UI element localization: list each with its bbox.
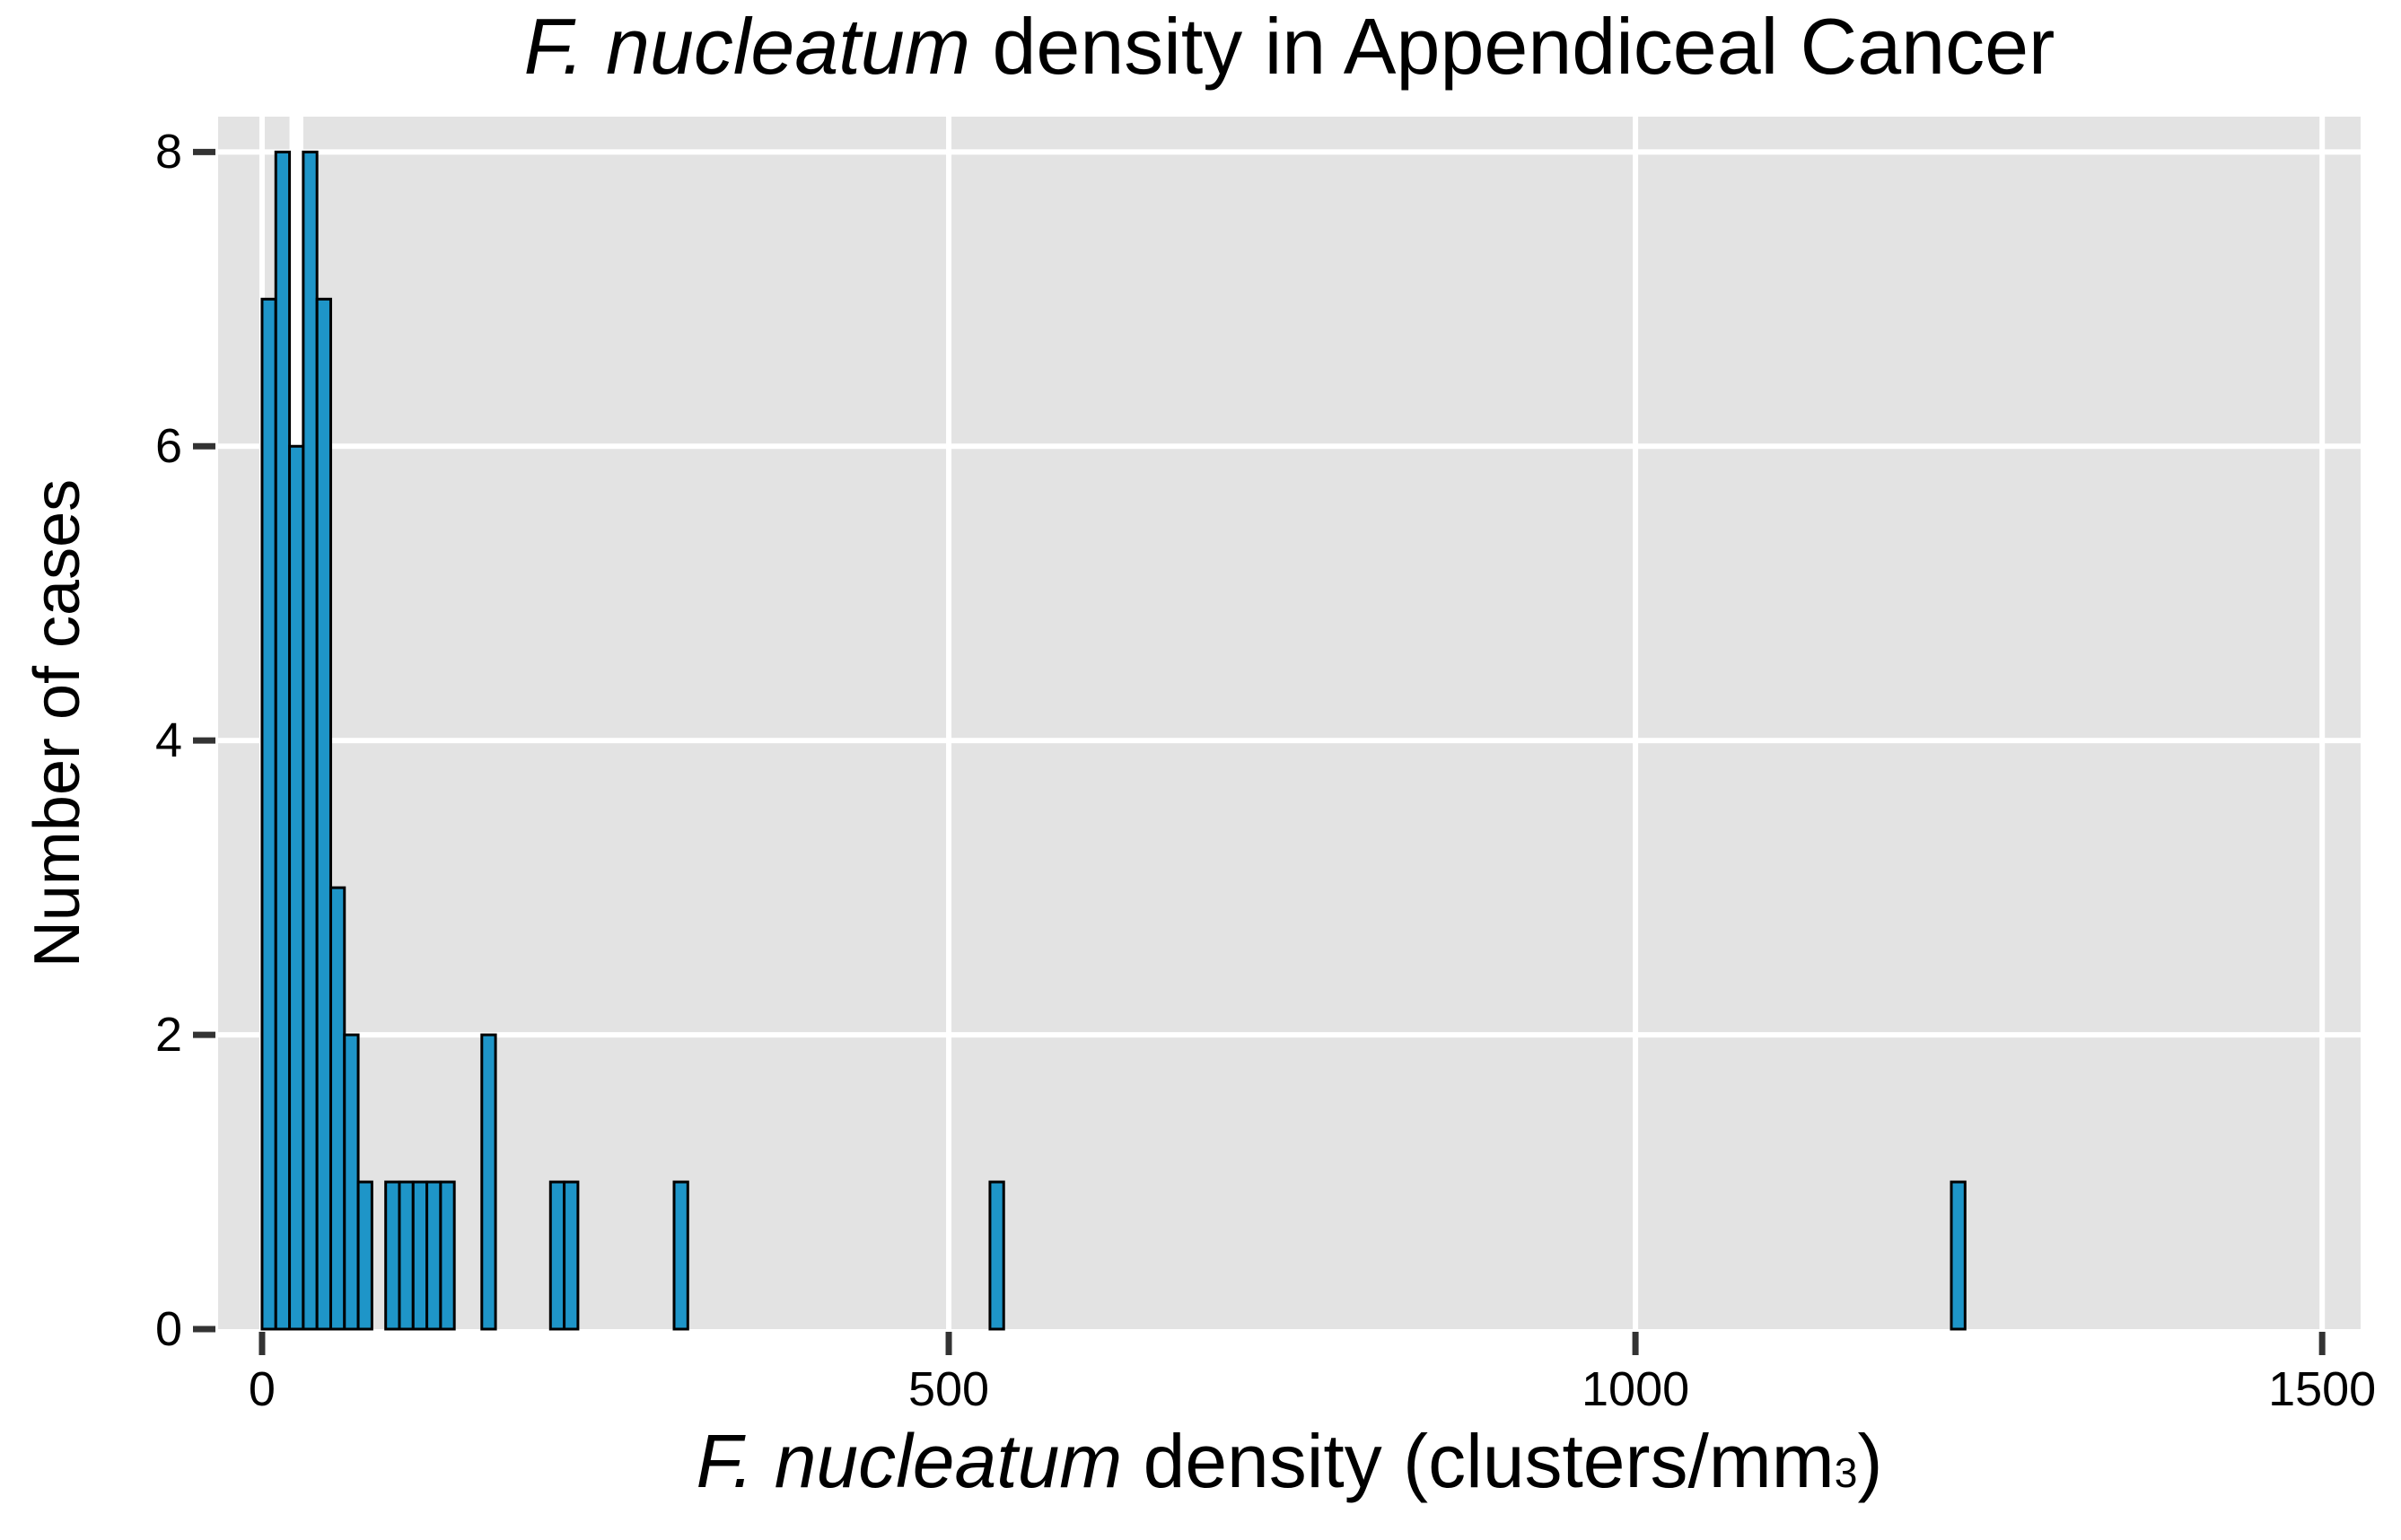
plot-panel-background bbox=[218, 117, 2361, 1329]
y-tick-label-6: 6 bbox=[154, 419, 182, 474]
y-tick-label-2: 2 bbox=[154, 1008, 182, 1063]
x-tick-label-0: 0 bbox=[248, 1362, 276, 1416]
y-axis-title: Number of cases bbox=[21, 479, 94, 967]
horizontal-gridline-y6 bbox=[218, 443, 2361, 450]
chart-title: F. nucleatum density in Appendiceal Canc… bbox=[218, 7, 2361, 86]
horizontal-gridline-y8 bbox=[218, 149, 2361, 155]
histogram-bar-x40 bbox=[315, 297, 332, 1331]
horizontal-gridline-y4 bbox=[218, 738, 2361, 744]
y-axis-title-text: Number of cases bbox=[22, 478, 93, 968]
histogram-bar-x20 bbox=[288, 444, 305, 1331]
x-axis-title-rest: density (clusters/mm bbox=[1122, 1419, 1835, 1503]
histogram-bar-x160 bbox=[480, 1033, 497, 1331]
histogram-bar-x110 bbox=[411, 1180, 429, 1331]
histogram-bar-x30 bbox=[302, 150, 319, 1331]
histogram-bar-x130 bbox=[439, 1180, 456, 1331]
x-tick-label-1000: 1000 bbox=[1582, 1362, 1690, 1416]
histogram-bar-x300 bbox=[672, 1180, 689, 1331]
y-tick-label-0: 0 bbox=[154, 1302, 182, 1356]
horizontal-gridline-y2 bbox=[218, 1032, 2361, 1038]
histogram-bar-x50 bbox=[329, 886, 346, 1331]
x-axis-title-superscript: 3 bbox=[1834, 1449, 1858, 1496]
x-axis-title-close-paren: ) bbox=[1857, 1419, 1883, 1503]
vertical-gridline-x500 bbox=[946, 117, 952, 1329]
histogram-bar-x120 bbox=[425, 1180, 443, 1331]
histogram-bar-x530 bbox=[988, 1180, 1005, 1331]
histogram-bar-x10 bbox=[274, 150, 292, 1331]
x-tick-label-500: 500 bbox=[907, 1362, 990, 1416]
y-tick-label-4: 4 bbox=[154, 713, 182, 768]
vertical-gridline-x1000 bbox=[1633, 117, 1639, 1329]
histogram-bar-x220 bbox=[563, 1180, 580, 1331]
histogram-bar-x0 bbox=[260, 297, 277, 1331]
histogram-bar-x210 bbox=[548, 1180, 566, 1331]
x-axis-title-italic-part: F. nucleatum bbox=[696, 1419, 1123, 1503]
histogram-bar-x90 bbox=[384, 1180, 401, 1331]
chart-title-rest: density in Appendiceal Cancer bbox=[970, 2, 2055, 91]
histogram-bar-x1230 bbox=[1950, 1180, 1967, 1331]
histogram-bar-x70 bbox=[356, 1180, 373, 1331]
vertical-gridline-x1500 bbox=[2319, 117, 2326, 1329]
chart-title-italic-part: F. nucleatum bbox=[523, 2, 970, 91]
y-tick-label-8: 8 bbox=[154, 125, 182, 179]
x-axis-title: F. nucleatum density (clusters/mm3) bbox=[218, 1420, 2361, 1502]
histogram-bar-x100 bbox=[398, 1180, 415, 1331]
x-tick-label-1500: 1500 bbox=[2268, 1362, 2377, 1416]
histogram-bar-x60 bbox=[343, 1033, 360, 1331]
